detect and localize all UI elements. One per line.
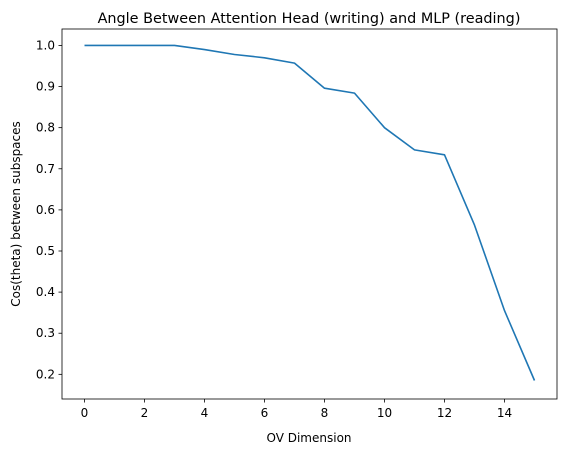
y-tick-label: 0.5 <box>36 244 55 258</box>
y-tick-label: 0.9 <box>36 80 55 94</box>
y-axis-label: Cos(theta) between subspaces <box>9 121 23 307</box>
x-tick-label: 8 <box>321 406 329 420</box>
x-tick-label: 14 <box>497 406 512 420</box>
y-tick-label: 0.8 <box>36 121 55 135</box>
x-tick-label: 10 <box>377 406 392 420</box>
y-tick-label: 0.2 <box>36 367 55 381</box>
x-tick-label: 12 <box>437 406 452 420</box>
chart-title: Angle Between Attention Head (writing) a… <box>98 11 521 27</box>
x-tick-label: 6 <box>261 406 269 420</box>
plot-frame <box>61 28 558 400</box>
y-tick-label: 0.7 <box>36 162 55 176</box>
y-tick-label: 0.6 <box>36 203 55 217</box>
x-tick-label: 2 <box>141 406 149 420</box>
x-axis-label: OV Dimension <box>266 431 351 445</box>
series-line-0 <box>84 44 536 381</box>
y-tick-label: 0.3 <box>36 326 55 340</box>
x-tick-label: 0 <box>81 406 89 420</box>
x-tick-label: 4 <box>201 406 209 420</box>
y-tick-label: 1.0 <box>36 38 55 52</box>
y-tick-label: 0.4 <box>36 285 55 299</box>
